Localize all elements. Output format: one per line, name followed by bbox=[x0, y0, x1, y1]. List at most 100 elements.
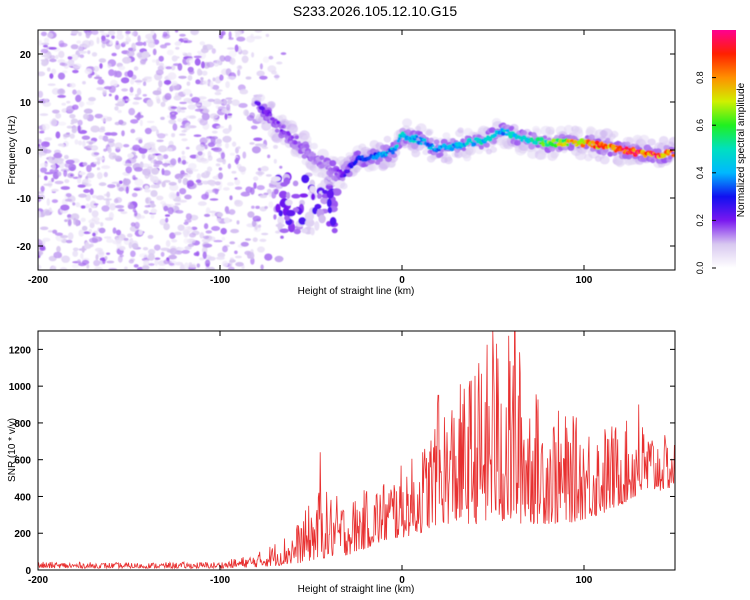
noise-cell bbox=[188, 70, 195, 75]
noise-cell bbox=[164, 42, 171, 46]
noise-cell bbox=[168, 191, 177, 200]
noise-cell bbox=[251, 220, 257, 227]
noise-cell bbox=[43, 183, 53, 186]
ridge-core-cell bbox=[334, 172, 338, 176]
noise-cell bbox=[88, 237, 99, 243]
noise-cell bbox=[111, 35, 115, 39]
noise-cell bbox=[187, 104, 196, 110]
ridge-core-cell bbox=[464, 141, 470, 146]
noise-cell bbox=[55, 113, 62, 119]
ridge-core-cell bbox=[431, 144, 435, 148]
noise-cell bbox=[212, 147, 222, 153]
noise-cell bbox=[56, 245, 61, 253]
noise-cell bbox=[158, 55, 164, 62]
noise-cell bbox=[39, 146, 46, 151]
noise-cell bbox=[70, 44, 79, 50]
noise-cell bbox=[155, 95, 160, 102]
noise-cell bbox=[214, 91, 222, 96]
noise-cell bbox=[64, 154, 69, 160]
noise-cell bbox=[228, 31, 232, 39]
y-tick-label: 200 bbox=[14, 529, 31, 540]
noise-cell bbox=[242, 151, 247, 159]
ridge-core-cell bbox=[543, 139, 548, 143]
noise-cell bbox=[181, 249, 190, 254]
noise-cell bbox=[145, 197, 149, 204]
secondary-cell bbox=[331, 227, 338, 234]
noise-cell bbox=[165, 240, 171, 247]
noise-cell bbox=[40, 226, 49, 231]
noise-cell bbox=[202, 251, 207, 259]
noise-cell bbox=[203, 223, 209, 230]
colorbar-tick-label: 0.6 bbox=[695, 119, 705, 132]
noise-cell bbox=[196, 263, 200, 268]
noise-cell bbox=[107, 146, 112, 154]
noise-cell bbox=[114, 106, 119, 111]
noise-cell bbox=[155, 58, 160, 66]
noise-cell bbox=[55, 54, 59, 60]
noise-cell bbox=[102, 257, 106, 265]
ridge-core-cell bbox=[338, 169, 343, 173]
noise-cell bbox=[245, 76, 252, 80]
ridge-halo-cell bbox=[422, 149, 430, 156]
noise-cell bbox=[78, 171, 86, 176]
noise-cell bbox=[253, 182, 257, 190]
ridge-halo-cell bbox=[478, 145, 484, 150]
ridge-halo-cell bbox=[355, 150, 361, 156]
noise-cell bbox=[128, 242, 133, 249]
noise-cell bbox=[170, 65, 176, 71]
noise-cell bbox=[80, 253, 84, 259]
noise-cell bbox=[197, 151, 203, 156]
secondary-cell bbox=[310, 227, 315, 236]
noise-cell bbox=[144, 189, 152, 193]
noise-cell bbox=[157, 133, 166, 139]
noise-cell bbox=[153, 164, 160, 168]
noise-cell bbox=[48, 155, 53, 163]
noise-cell bbox=[103, 236, 112, 239]
noise-cell bbox=[154, 160, 163, 165]
noise-cell bbox=[53, 251, 63, 259]
ridge-halo-cell bbox=[528, 143, 535, 150]
secondary-cell bbox=[304, 218, 315, 227]
noise-cell bbox=[247, 211, 255, 218]
noise-cell bbox=[50, 267, 56, 270]
x-tick-label: 100 bbox=[576, 275, 593, 286]
noise-cell bbox=[61, 102, 66, 106]
noise-cell bbox=[125, 186, 129, 194]
snr-x-label: Height of straight line (km) bbox=[298, 584, 415, 595]
secondary-cell bbox=[280, 182, 288, 187]
noise-cell bbox=[63, 169, 68, 177]
noise-cell bbox=[78, 140, 83, 146]
noise-cell bbox=[39, 162, 49, 168]
noise-cell bbox=[67, 214, 72, 219]
noise-cell bbox=[117, 109, 122, 114]
noise-cell bbox=[128, 259, 134, 264]
noise-cell bbox=[150, 190, 158, 197]
colorbar-tick-label: 0.4 bbox=[695, 167, 705, 180]
noise-cell bbox=[197, 50, 202, 54]
noise-cell bbox=[127, 153, 135, 159]
noise-cell bbox=[57, 94, 66, 98]
noise-cell bbox=[255, 171, 265, 176]
noise-cell bbox=[70, 54, 79, 61]
noise-cell bbox=[252, 237, 258, 242]
noise-cell bbox=[118, 187, 124, 192]
noise-cell bbox=[88, 207, 92, 213]
noise-cell bbox=[124, 266, 128, 270]
noise-cell bbox=[88, 229, 93, 233]
noise-cell bbox=[184, 226, 193, 233]
noise-cell bbox=[231, 99, 240, 106]
noise-cell bbox=[38, 264, 42, 270]
noise-cell bbox=[49, 58, 57, 63]
ridge-halo-cell bbox=[647, 138, 656, 146]
ridge-core-cell bbox=[290, 135, 295, 140]
noise-cell bbox=[84, 241, 90, 250]
noise-cell bbox=[253, 176, 259, 181]
noise-cell bbox=[142, 94, 147, 97]
noise-cell bbox=[83, 189, 91, 193]
ridge-halo-cell bbox=[488, 127, 496, 134]
snr-series-line bbox=[38, 331, 675, 570]
noise-cell bbox=[89, 243, 94, 248]
secondary-cell bbox=[329, 217, 337, 226]
noise-cell bbox=[83, 108, 93, 114]
noise-cell bbox=[114, 142, 123, 150]
